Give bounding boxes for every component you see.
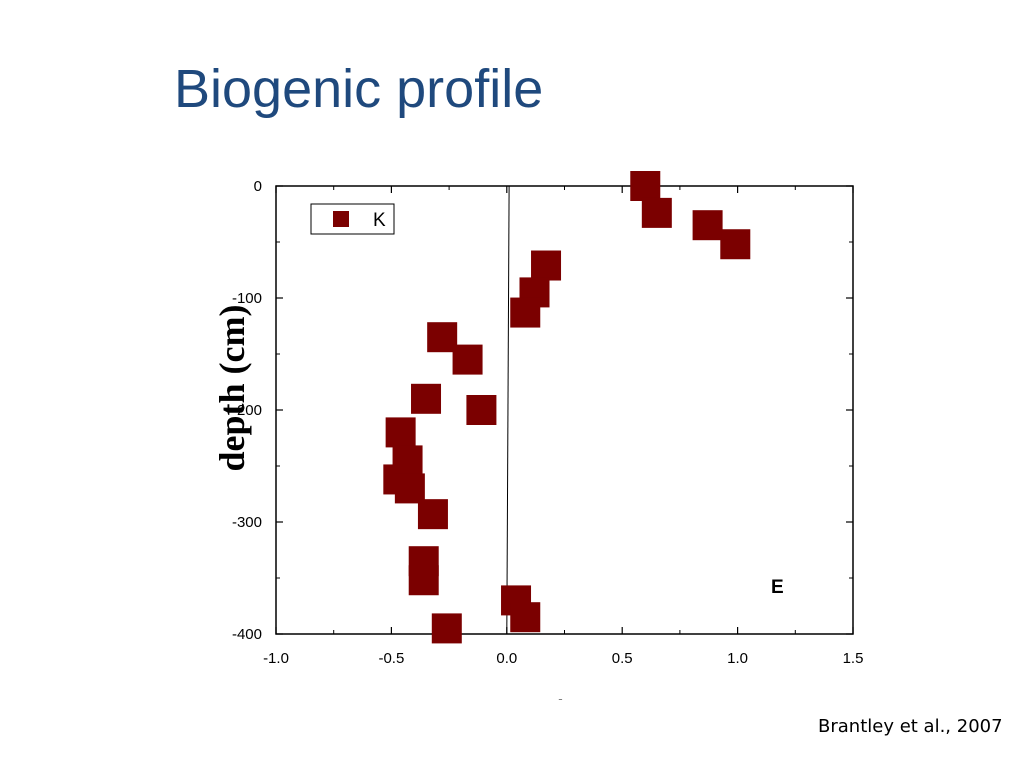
y-tick-label: 0 bbox=[254, 178, 262, 195]
data-point bbox=[452, 344, 483, 375]
x-tick-label: 1.5 bbox=[843, 650, 864, 667]
y-tick-label: -200 bbox=[232, 402, 262, 419]
data-point bbox=[385, 417, 416, 448]
citation: Brantley et al., 2007 bbox=[818, 716, 1003, 737]
slide-title: Biogenic profile bbox=[174, 59, 544, 119]
data-point bbox=[510, 297, 541, 328]
x-tick-label: -1.0 bbox=[263, 650, 289, 667]
y-tick-label: -100 bbox=[232, 290, 262, 307]
legend-label: K bbox=[373, 210, 386, 231]
data-point bbox=[417, 499, 448, 530]
x-tick-label: 1.0 bbox=[727, 650, 748, 667]
data-point bbox=[630, 171, 661, 201]
data-point bbox=[720, 229, 751, 260]
data-point bbox=[408, 565, 439, 596]
data-point bbox=[411, 383, 442, 414]
plot-frame bbox=[275, 185, 854, 635]
x-tick-label: -0.5 bbox=[378, 650, 404, 667]
data-point bbox=[510, 602, 541, 633]
legend-box bbox=[310, 203, 395, 235]
data-point bbox=[431, 613, 462, 644]
data-point bbox=[692, 210, 723, 241]
x-tick-label: 0.5 bbox=[612, 650, 633, 667]
data-point bbox=[394, 473, 425, 504]
panel-annotation: E bbox=[771, 577, 784, 598]
chart: -1.0 -0.5 0.0 0.5 1.0 1.5 0 -100 -200 -300 -400 K Ed… bbox=[212, 171, 864, 700]
data-point bbox=[466, 395, 497, 425]
x-tick-label: 0.0 bbox=[496, 650, 517, 667]
y-tick-label: -300 bbox=[232, 514, 262, 531]
y-tick-label: -400 bbox=[232, 626, 262, 643]
x-axis-label: τTi,K bbox=[532, 696, 588, 700]
data-point bbox=[641, 197, 672, 228]
data-point bbox=[427, 322, 458, 353]
legend-marker bbox=[333, 211, 349, 227]
y-axis-label: depth (cm) bbox=[212, 305, 252, 472]
data-point bbox=[531, 250, 562, 281]
reference-line bbox=[506, 185, 510, 635]
